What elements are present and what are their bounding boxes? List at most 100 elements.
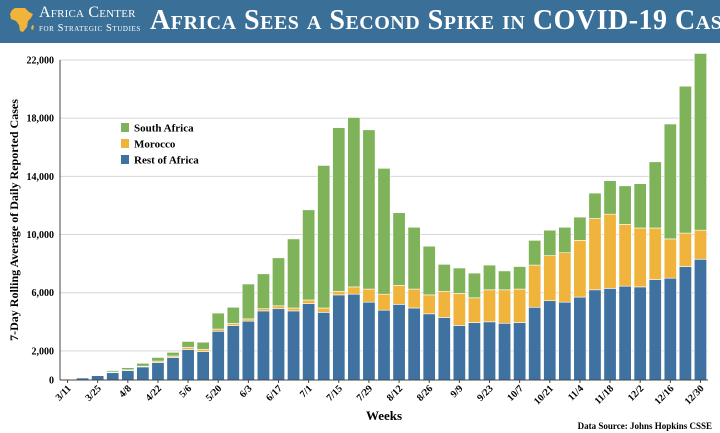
org-name-line2: for Strategic Studies <box>39 23 141 34</box>
bar-rest-of-africa <box>256 310 270 381</box>
bar-morocco <box>317 307 331 313</box>
bar-south-africa <box>106 370 120 373</box>
x-tick-label: 6/17 <box>264 383 284 403</box>
bar-south-africa <box>452 267 466 294</box>
x-tick-label: 5/20 <box>204 383 224 403</box>
x-tick-label: 11/18 <box>593 383 617 407</box>
bar-rest-of-africa <box>136 366 150 381</box>
x-tick-label: 3/25 <box>83 383 103 403</box>
bar-rest-of-africa <box>272 308 285 381</box>
x-tick-label: 7/15 <box>325 383 345 403</box>
bar-rest-of-africa <box>181 349 195 381</box>
bar-morocco <box>302 299 316 304</box>
bar-south-africa <box>332 127 346 292</box>
bar-south-africa <box>362 129 376 290</box>
bar-morocco <box>452 293 466 326</box>
bar-morocco <box>663 238 677 279</box>
x-tick-label: 10/21 <box>532 383 556 407</box>
x-tick-label: 9/9 <box>449 383 466 400</box>
bar-rest-of-africa <box>287 310 301 381</box>
x-tick-label: 4/22 <box>144 383 164 403</box>
bar-south-africa <box>603 180 617 215</box>
bar-south-africa <box>467 272 481 299</box>
bar-rest-of-africa <box>588 289 602 381</box>
x-tick-label: 12/2 <box>626 383 646 403</box>
bar-south-africa <box>377 168 391 295</box>
bar-morocco <box>528 264 542 308</box>
y-tick-label: 2,000 <box>32 346 55 357</box>
bar-south-africa <box>256 273 270 310</box>
bar-rest-of-africa <box>241 320 255 381</box>
x-axis-title: Weeks <box>366 408 402 423</box>
bar-rest-of-africa <box>543 300 557 381</box>
bar-morocco <box>211 328 225 332</box>
bar-rest-of-africa <box>91 375 105 381</box>
bar-south-africa <box>573 216 587 241</box>
bar-south-africa <box>648 161 662 229</box>
bar-south-africa <box>633 183 647 229</box>
bar-morocco <box>347 286 361 295</box>
bar-rest-of-africa <box>452 325 466 381</box>
bar-rest-of-africa <box>392 304 406 381</box>
bar-south-africa <box>317 165 331 309</box>
bar-morocco <box>573 240 587 298</box>
bar-morocco <box>588 218 602 291</box>
bar-rest-of-africa <box>407 307 421 381</box>
legend-label: Rest of Africa <box>134 155 199 167</box>
bar-south-africa <box>166 352 180 357</box>
bar-south-africa <box>196 341 210 350</box>
bar-south-africa <box>392 212 406 286</box>
bar-rest-of-africa <box>226 325 240 381</box>
bar-morocco <box>648 227 662 280</box>
legend-label: Morocco <box>134 139 176 151</box>
bar-rest-of-africa <box>618 285 632 381</box>
bar-morocco <box>226 322 240 326</box>
bar-south-africa <box>678 85 692 234</box>
legend-label: South Africa <box>134 123 194 135</box>
x-tick-label: 4/8 <box>117 383 134 400</box>
y-tick-label: 6,000 <box>32 288 55 299</box>
bar-rest-of-africa <box>377 309 391 381</box>
bar-rest-of-africa <box>648 279 662 381</box>
x-tick-label: 12/16 <box>653 383 677 407</box>
bar-rest-of-africa <box>678 266 692 381</box>
bar-rest-of-africa <box>573 296 587 381</box>
bar-morocco <box>377 293 391 311</box>
bar-rest-of-africa <box>603 288 617 381</box>
bar-morocco <box>407 288 421 309</box>
bar-south-africa <box>483 264 496 291</box>
bar-south-africa <box>136 362 150 367</box>
bar-rest-of-africa <box>422 313 436 381</box>
bar-south-africa <box>543 229 557 256</box>
bar-south-africa <box>618 185 632 225</box>
bar-morocco <box>362 288 376 303</box>
bar-rest-of-africa <box>483 321 496 381</box>
header-banner: Africa Center for Strategic Studies Afri… <box>0 0 720 43</box>
bar-rest-of-africa <box>317 312 331 381</box>
y-tick-label: 0 <box>49 376 54 387</box>
bar-morocco <box>287 307 301 312</box>
x-tick-label: 3/11 <box>54 383 74 403</box>
bar-rest-of-africa <box>558 301 572 381</box>
bar-morocco <box>618 224 632 287</box>
bar-morocco <box>272 305 285 310</box>
x-tick-label: 7/29 <box>355 383 375 403</box>
bar-rest-of-africa <box>302 303 316 381</box>
x-tick-label: 8/12 <box>385 383 405 403</box>
bar-morocco <box>437 290 451 318</box>
bar-morocco <box>693 229 707 260</box>
bar-rest-of-africa <box>437 317 451 381</box>
bar-south-africa <box>347 117 361 288</box>
bar-morocco <box>483 289 496 323</box>
bar-south-africa <box>558 226 572 254</box>
bar-rest-of-africa <box>663 277 677 381</box>
x-tick-label: 5/6 <box>177 383 194 400</box>
org-name: Africa Center for Strategic Studies <box>39 5 141 35</box>
bar-rest-of-africa <box>513 322 527 381</box>
bar-south-africa <box>226 306 240 324</box>
bar-south-africa <box>272 257 285 307</box>
bar-morocco <box>422 294 436 315</box>
bar-rest-of-africa <box>467 322 481 381</box>
x-tick-label: 9/23 <box>475 383 495 403</box>
bar-south-africa <box>121 367 135 371</box>
